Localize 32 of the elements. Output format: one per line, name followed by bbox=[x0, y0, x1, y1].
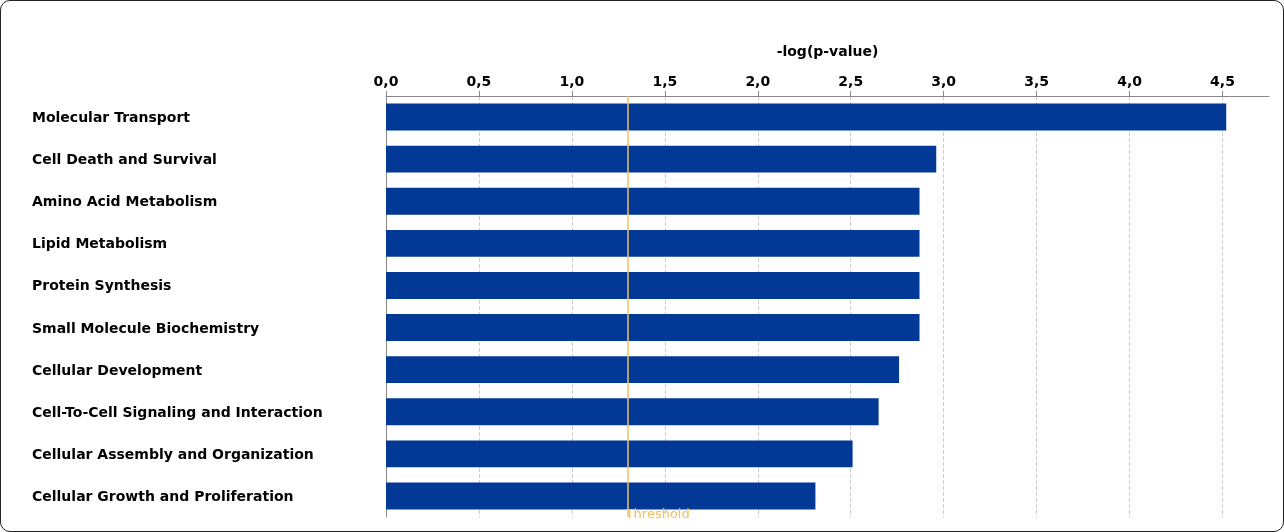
y-tick-label: Cell-To-Cell Signaling and Interaction bbox=[32, 403, 323, 420]
bar bbox=[386, 356, 900, 384]
x-tick-label: 1,0 bbox=[559, 73, 585, 89]
bar bbox=[386, 229, 920, 257]
x-axis-title: -log(p-value) bbox=[776, 43, 879, 59]
bar bbox=[386, 398, 879, 426]
x-tick-label: 3,5 bbox=[1024, 73, 1050, 89]
x-tick-label: 2,0 bbox=[745, 73, 771, 89]
bar bbox=[386, 145, 937, 173]
y-tick-label: Lipid Metabolism bbox=[32, 235, 168, 252]
x-tick-label: 2,5 bbox=[838, 73, 864, 89]
x-tick-label: 3,0 bbox=[931, 73, 957, 89]
y-tick-label: Cellular Development bbox=[32, 361, 203, 378]
bar bbox=[386, 103, 1227, 131]
x-tick-label: 1,5 bbox=[652, 73, 678, 89]
y-tick-label: Cellular Growth and Proliferation bbox=[32, 487, 294, 504]
y-tick-label: Molecular Transport bbox=[32, 109, 191, 126]
y-tick-label: Cellular Assembly and Organization bbox=[32, 445, 314, 462]
y-tick-label: Small Molecule Biochemistry bbox=[32, 319, 260, 336]
bar bbox=[386, 271, 920, 299]
y-tick-label: Amino Acid Metabolism bbox=[32, 193, 218, 210]
y-tick-label: Protein Synthesis bbox=[32, 277, 172, 294]
x-tick-label: 0,0 bbox=[373, 73, 399, 89]
bar bbox=[386, 314, 920, 342]
x-tick-label: 4,0 bbox=[1117, 73, 1143, 89]
bar bbox=[386, 187, 920, 215]
bar bbox=[386, 440, 853, 468]
y-tick-label: Cell Death and Survival bbox=[32, 151, 217, 168]
x-tick-label: 4,5 bbox=[1210, 73, 1235, 89]
ref-line-label: Threshold bbox=[624, 506, 690, 521]
bar bbox=[386, 482, 816, 510]
x-tick-label: 0,5 bbox=[466, 73, 492, 89]
